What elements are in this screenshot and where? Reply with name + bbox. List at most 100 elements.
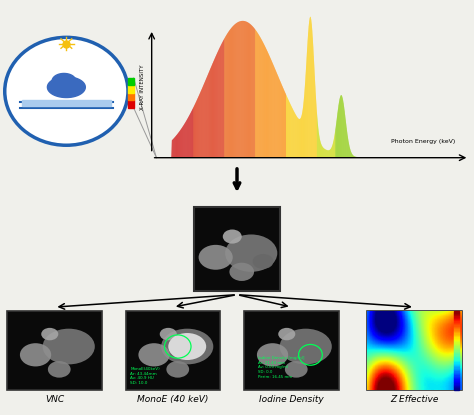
Polygon shape (305, 76, 306, 158)
Polygon shape (258, 34, 259, 158)
Polygon shape (277, 74, 278, 158)
Polygon shape (198, 96, 199, 158)
Polygon shape (454, 372, 459, 373)
Polygon shape (454, 332, 459, 334)
Polygon shape (454, 312, 459, 314)
Polygon shape (454, 369, 459, 370)
Polygon shape (454, 328, 459, 330)
Polygon shape (454, 377, 459, 378)
FancyBboxPatch shape (126, 311, 220, 390)
Polygon shape (205, 80, 206, 158)
Polygon shape (321, 145, 322, 158)
Polygon shape (199, 94, 200, 158)
Polygon shape (349, 145, 350, 158)
Polygon shape (239, 21, 240, 158)
Polygon shape (194, 104, 195, 158)
Polygon shape (215, 56, 216, 158)
Polygon shape (318, 124, 319, 158)
Polygon shape (233, 25, 234, 158)
Polygon shape (454, 366, 459, 368)
FancyBboxPatch shape (194, 208, 280, 290)
Polygon shape (325, 149, 326, 158)
Polygon shape (330, 149, 331, 158)
FancyBboxPatch shape (367, 311, 462, 390)
Polygon shape (264, 45, 265, 158)
Polygon shape (251, 25, 252, 158)
Polygon shape (454, 314, 459, 315)
Polygon shape (176, 134, 177, 158)
Polygon shape (184, 123, 185, 158)
Polygon shape (311, 20, 312, 158)
Polygon shape (226, 35, 227, 158)
Polygon shape (234, 24, 235, 158)
Polygon shape (256, 31, 257, 158)
Polygon shape (454, 359, 459, 360)
Circle shape (5, 37, 128, 145)
Polygon shape (454, 365, 459, 366)
Polygon shape (329, 150, 330, 158)
Polygon shape (348, 140, 349, 158)
Polygon shape (454, 334, 459, 335)
Polygon shape (183, 125, 184, 158)
Polygon shape (304, 91, 305, 158)
Polygon shape (454, 378, 459, 380)
Polygon shape (454, 363, 459, 364)
Polygon shape (312, 31, 313, 158)
Polygon shape (225, 36, 226, 158)
Polygon shape (454, 342, 459, 343)
Polygon shape (334, 133, 335, 158)
Polygon shape (243, 21, 244, 158)
Polygon shape (252, 26, 253, 158)
Polygon shape (289, 101, 290, 158)
Polygon shape (238, 22, 239, 158)
Text: Z Effective: Z Effective (391, 395, 439, 404)
Polygon shape (172, 140, 173, 158)
Text: Iodine Density [mg/ml]
Ar: 21.44 mm
Av: 0.00 mg/ml
SD: 0.0
Perim: 16.45 mm: Iodine Density [mg/ml] Ar: 21.44 mm Av: … (258, 356, 305, 378)
Polygon shape (314, 67, 315, 158)
Polygon shape (353, 155, 354, 158)
Polygon shape (182, 126, 183, 158)
Polygon shape (292, 108, 293, 158)
Polygon shape (315, 87, 316, 158)
Polygon shape (276, 72, 277, 158)
Ellipse shape (138, 343, 170, 366)
Polygon shape (273, 66, 274, 158)
Polygon shape (248, 23, 249, 158)
Polygon shape (342, 96, 343, 158)
Polygon shape (351, 152, 352, 158)
Ellipse shape (41, 328, 58, 340)
Polygon shape (331, 147, 332, 158)
Polygon shape (454, 315, 459, 317)
Ellipse shape (199, 245, 233, 270)
Polygon shape (454, 348, 459, 349)
Text: X-RAY INTENSITY: X-RAY INTENSITY (140, 64, 145, 110)
Polygon shape (283, 89, 284, 158)
Polygon shape (261, 39, 262, 158)
Polygon shape (301, 114, 302, 158)
Polygon shape (177, 133, 178, 158)
Polygon shape (294, 112, 295, 158)
Polygon shape (350, 149, 351, 158)
Polygon shape (249, 24, 250, 158)
Polygon shape (240, 21, 241, 158)
Polygon shape (308, 27, 309, 158)
Polygon shape (260, 37, 261, 158)
Ellipse shape (168, 333, 206, 360)
Polygon shape (338, 102, 339, 158)
Polygon shape (246, 22, 247, 158)
Polygon shape (209, 71, 210, 158)
Polygon shape (454, 357, 459, 359)
Polygon shape (213, 60, 214, 158)
Polygon shape (217, 52, 218, 158)
Polygon shape (454, 337, 459, 339)
Polygon shape (347, 133, 348, 158)
Ellipse shape (43, 329, 95, 364)
Polygon shape (272, 62, 273, 158)
Polygon shape (454, 370, 459, 372)
Polygon shape (354, 156, 355, 158)
Polygon shape (286, 95, 287, 158)
Polygon shape (454, 331, 459, 332)
Polygon shape (454, 345, 459, 347)
Polygon shape (454, 368, 459, 369)
Polygon shape (196, 101, 197, 158)
